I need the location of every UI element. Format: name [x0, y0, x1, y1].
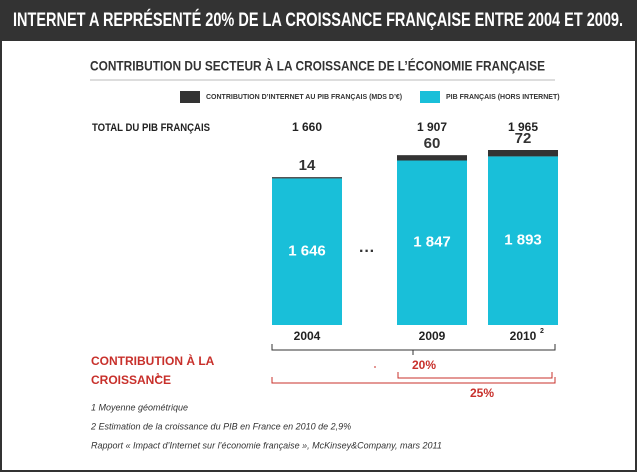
x-tick-label: 2004	[294, 329, 321, 343]
footnote: 2 Estimation de la croissance du PIB en …	[90, 421, 351, 431]
chart-title: INTERNET A REPRÉSENTÉ 20% DE LA CROISSAN…	[13, 9, 623, 31]
value-label: 14	[299, 157, 316, 174]
bracket	[271, 366, 556, 384]
value-label: 72	[515, 130, 532, 147]
legend-swatch	[180, 91, 200, 103]
total-title: TOTAL DU PIB FRANÇAIS	[92, 122, 210, 134]
footnote: Rapport « Impact d’Internet sur l’économ…	[91, 440, 442, 450]
legend-swatch	[420, 91, 440, 103]
growth-label: 25%	[470, 386, 494, 400]
bar-segment	[488, 150, 558, 157]
growth-label: 20%	[412, 358, 436, 372]
growth-title: CROISSANCE	[91, 373, 171, 387]
legend-label: PIB FRANÇAIS (HORS INTERNET)	[446, 94, 560, 101]
legend-label: CONTRIBUTION D’INTERNET AU PIB FRANÇAIS …	[206, 94, 402, 101]
category-superscript: 2	[540, 328, 544, 335]
value-label: 1 893	[504, 232, 542, 249]
chart-subtitle: CONTRIBUTION DU SECTEUR À LA CROISSANCE …	[90, 58, 545, 74]
total-label: 1 907	[417, 120, 447, 134]
bar-segment	[272, 177, 342, 179]
bracket	[397, 372, 553, 379]
value-label: 60	[424, 135, 441, 152]
growth-title: CONTRIBUTION À LA	[91, 353, 215, 368]
ellipsis: ···	[359, 243, 375, 260]
bar-segment	[272, 178, 342, 325]
header-bar	[1, 1, 636, 41]
value-label: 1 847	[413, 234, 451, 251]
bar-segment	[397, 155, 467, 161]
value-label: 1 646	[288, 243, 326, 260]
footnote: 1 Moyenne géométrique	[91, 402, 188, 412]
footnote-ref: 1	[156, 373, 160, 380]
x-tick-label: 2009	[419, 329, 446, 343]
bar-segment	[488, 156, 558, 325]
total-label: 1 965	[508, 120, 538, 134]
bracket	[271, 344, 556, 355]
x-tick-label: 2010	[510, 329, 537, 343]
bar-segment	[397, 160, 467, 325]
total-label: 1 660	[292, 120, 322, 134]
